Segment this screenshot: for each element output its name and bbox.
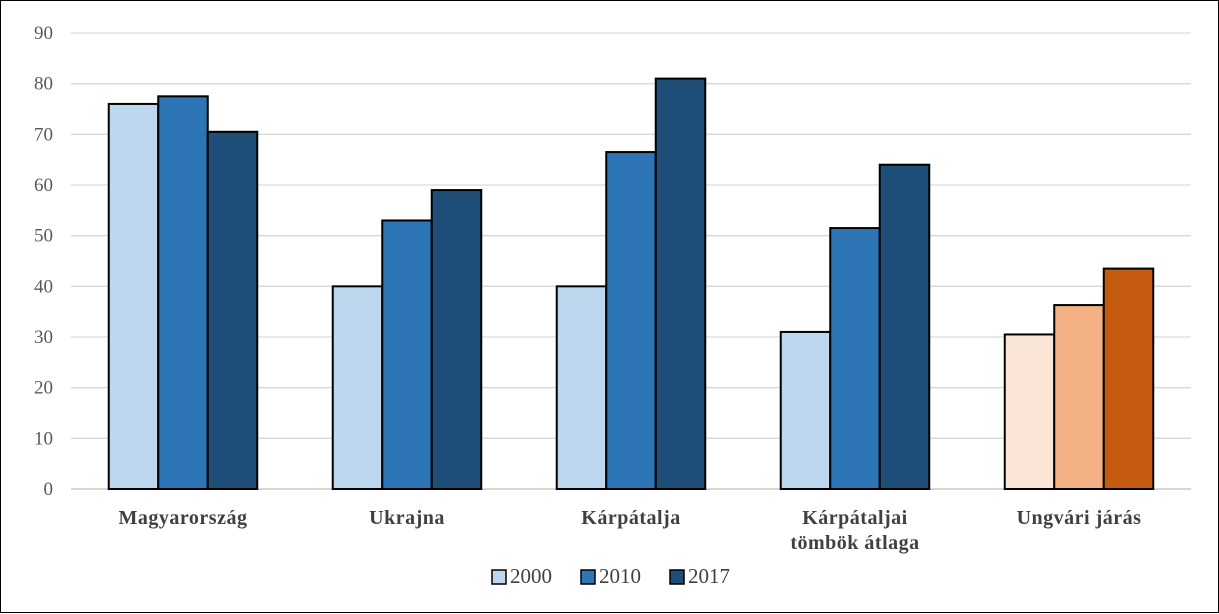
bar xyxy=(1053,304,1105,490)
legend-swatch xyxy=(669,569,685,585)
y-tick-label: 90 xyxy=(34,23,53,44)
legend-swatch xyxy=(580,569,596,585)
y-tick-label: 80 xyxy=(34,74,53,95)
legend-label: 2000 xyxy=(510,564,552,588)
y-tick-label: 10 xyxy=(34,428,53,449)
bar xyxy=(779,330,832,490)
bar xyxy=(430,189,483,490)
y-tick-label: 20 xyxy=(34,378,53,399)
y-tick-label: 0 xyxy=(44,479,54,500)
bar xyxy=(107,102,160,491)
bar xyxy=(381,219,433,490)
bar xyxy=(605,151,657,490)
legend-swatch xyxy=(491,569,507,585)
bar xyxy=(157,95,209,490)
x-category-label: Ukrajna xyxy=(369,507,445,529)
x-category-label: Kárpátaljai xyxy=(802,507,908,529)
bar xyxy=(878,163,931,490)
y-tick-label: 70 xyxy=(34,124,53,145)
bar xyxy=(331,285,384,491)
bar xyxy=(654,77,707,490)
x-category-label: Ungvári járás xyxy=(1017,507,1142,529)
y-tick-label: 40 xyxy=(34,276,53,297)
bar xyxy=(1102,267,1155,490)
x-category-label: Magyarország xyxy=(119,507,248,529)
y-tick-label: 60 xyxy=(34,175,53,196)
legend-label: 2010 xyxy=(599,564,641,588)
bar xyxy=(829,227,881,490)
x-category-label: tömbök átlaga xyxy=(790,532,919,554)
bar xyxy=(206,130,259,491)
y-tick-label: 50 xyxy=(34,226,53,247)
bar xyxy=(1003,333,1056,491)
bar xyxy=(555,285,608,491)
y-tick-label: 30 xyxy=(34,327,53,348)
legend-label: 2017 xyxy=(688,564,730,588)
x-category-label: Kárpátalja xyxy=(581,507,680,529)
